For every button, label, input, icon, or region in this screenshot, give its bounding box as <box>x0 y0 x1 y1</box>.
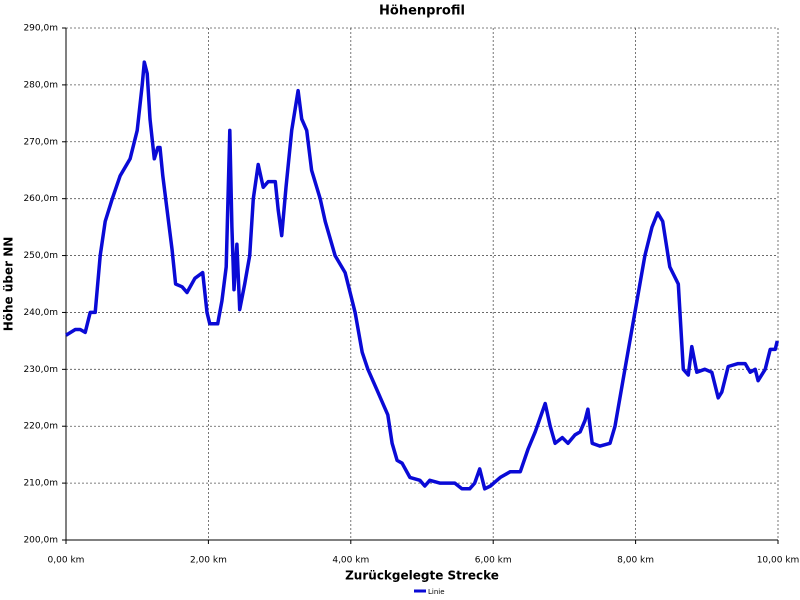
y-tick-label: 220,0m <box>23 422 58 432</box>
y-tick-label: 230,0m <box>23 365 58 375</box>
y-tick-label: 290,0m <box>23 24 58 34</box>
y-tick-label: 260,0m <box>23 194 58 204</box>
y-tick-label: 210,0m <box>23 479 58 489</box>
line <box>65 60 779 491</box>
x-tick-label: 0,00 km <box>48 556 85 566</box>
y-tick-label: 270,0m <box>23 137 58 147</box>
y-tick-label: 280,0m <box>23 80 58 90</box>
y-tick-label: 240,0m <box>23 308 58 318</box>
x-tick-label: 8,00 km <box>617 556 654 566</box>
x-tick-label: 6,00 km <box>475 556 512 566</box>
y-axis-label: Höhe über NN <box>2 237 16 332</box>
y-tick-label: 200,0m <box>23 536 58 546</box>
x-tick-label: 10,00 km <box>757 556 800 566</box>
x-axis-label: Zurückgelegte Strecke <box>345 569 499 583</box>
x-tick-label: 2,00 km <box>190 556 227 566</box>
y-tick-label: 250,0m <box>23 251 58 261</box>
legend-label: Linie <box>428 588 445 596</box>
x-tick-label: 4,00 km <box>332 556 369 566</box>
chart-title: Höhenprofil <box>379 4 465 19</box>
